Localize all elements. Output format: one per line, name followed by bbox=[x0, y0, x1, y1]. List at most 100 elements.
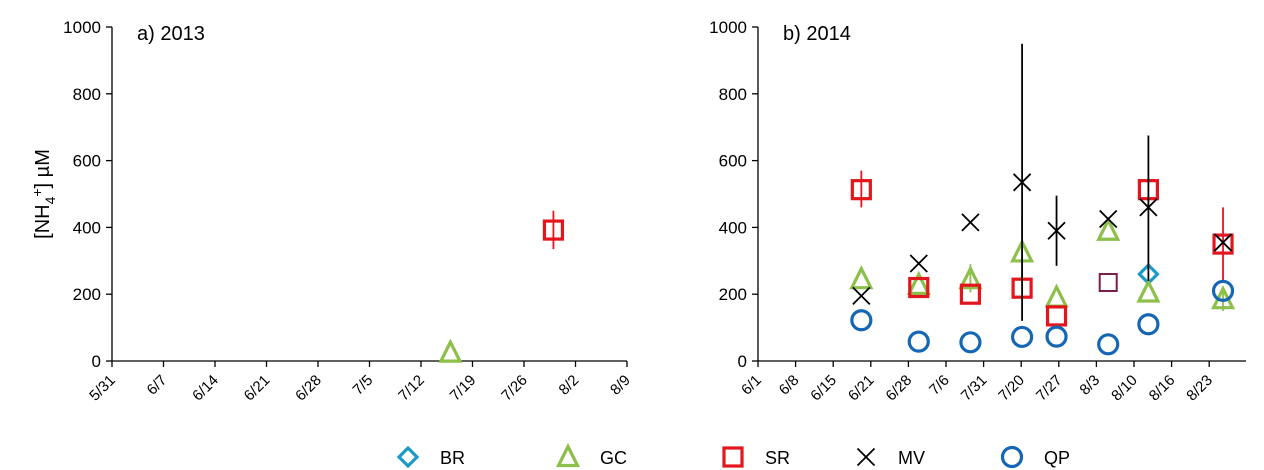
y-axis-label: [NH4+] µM bbox=[29, 149, 58, 239]
data-point bbox=[1137, 313, 1160, 336]
series-gc bbox=[438, 338, 463, 363]
x-tick-label: 8/23 bbox=[1183, 372, 1216, 405]
legend-label: BR bbox=[440, 448, 465, 468]
y-tick-label: 0 bbox=[92, 352, 101, 371]
legend-label: SR bbox=[765, 448, 790, 468]
data-point bbox=[1211, 279, 1235, 302]
data-point bbox=[542, 219, 565, 241]
data-point bbox=[1139, 198, 1158, 217]
data-point bbox=[907, 330, 930, 353]
x-tick-label: 6/1 bbox=[738, 372, 765, 399]
x-tick-label: 6/28 bbox=[883, 372, 916, 405]
y-axis-label-part: ] µM bbox=[32, 149, 54, 188]
data-point bbox=[1099, 209, 1118, 229]
data-point bbox=[849, 265, 874, 290]
data-point bbox=[850, 179, 872, 201]
x-tick-label: 8/3 bbox=[1076, 372, 1103, 399]
series-qp bbox=[850, 279, 1235, 356]
data-point bbox=[438, 338, 463, 363]
x-tick-label: 5/31 bbox=[86, 372, 119, 405]
legend-item-qp: QP bbox=[1000, 445, 1070, 469]
data-point-stroke-b bbox=[1213, 233, 1233, 252]
x-tick-label: 7/20 bbox=[995, 372, 1028, 405]
data-point bbox=[1136, 278, 1161, 303]
x-tick-label: 8/9 bbox=[607, 372, 634, 399]
data-point bbox=[909, 254, 928, 273]
data-point bbox=[958, 265, 983, 290]
x-tick-label: 8/16 bbox=[1146, 372, 1179, 405]
data-point-stroke-b bbox=[1047, 221, 1066, 240]
x-tick-label: 6/21 bbox=[241, 372, 274, 405]
y-axis-label-part: + bbox=[29, 188, 45, 196]
y-tick-label: 1000 bbox=[709, 18, 747, 37]
data-point-stroke-b bbox=[852, 286, 871, 306]
x-tick-label: 6/7 bbox=[144, 372, 171, 399]
legend-item-mv: MV bbox=[856, 447, 925, 468]
x-tick-label: 6/21 bbox=[845, 372, 878, 405]
legend-label: GC bbox=[600, 448, 627, 468]
x-tick-label: 8/10 bbox=[1108, 372, 1141, 405]
legend-item-br: BR bbox=[396, 445, 465, 469]
data-point bbox=[1044, 283, 1069, 308]
series-unlabeled bbox=[1098, 273, 1118, 293]
x-tick-label: 6/28 bbox=[292, 372, 325, 405]
x-tick-label: 6/14 bbox=[189, 372, 222, 405]
data-point bbox=[1213, 233, 1233, 252]
legend-item-gc: GC bbox=[555, 442, 627, 468]
x-tick-label: 7/31 bbox=[958, 372, 991, 405]
panel-a: 0 200 400 600 800 1000 5/31 6/7 6/14 6/21 6/28 7/5 7… bbox=[63, 18, 634, 404]
data-point bbox=[1045, 325, 1068, 348]
legend-marker bbox=[722, 446, 744, 468]
x-tick-label: 7/27 bbox=[1033, 372, 1066, 405]
data-point bbox=[908, 276, 930, 299]
data-point bbox=[1212, 233, 1234, 255]
data-point bbox=[959, 283, 982, 305]
data-point-stroke-b bbox=[1012, 173, 1032, 192]
y-tick-label: 800 bbox=[719, 85, 747, 104]
x-tick-label: 7/19 bbox=[447, 372, 480, 405]
data-point bbox=[961, 213, 980, 232]
y-tick-label: 800 bbox=[73, 85, 101, 104]
series-sr bbox=[850, 170, 1234, 327]
y-tick-label: 0 bbox=[738, 352, 747, 371]
data-point-stroke-b bbox=[961, 213, 980, 232]
panel-title: b) 2014 bbox=[783, 23, 851, 45]
data-point bbox=[1098, 273, 1118, 293]
y-tick-label: 200 bbox=[719, 285, 747, 304]
data-point bbox=[1097, 333, 1120, 356]
data-point bbox=[1045, 305, 1068, 327]
y-axis-label-part: 4 bbox=[42, 196, 58, 204]
legend-label: MV bbox=[898, 448, 925, 468]
data-point bbox=[852, 286, 871, 306]
y-tick-label: 200 bbox=[73, 285, 101, 304]
data-point bbox=[1010, 325, 1034, 349]
panel-title: a) 2013 bbox=[137, 23, 205, 45]
y-axis-label-part: [NH bbox=[32, 204, 54, 238]
legend-item-sr: SR bbox=[722, 446, 790, 468]
series-sr bbox=[542, 210, 565, 250]
legend-marker bbox=[396, 445, 420, 469]
x-tick-label: 8/2 bbox=[556, 372, 583, 399]
y-tick-label: 600 bbox=[73, 152, 101, 171]
x-tick-label: 7/5 bbox=[350, 372, 377, 399]
series-mv bbox=[852, 43, 1233, 321]
data-point-stroke-b bbox=[1139, 198, 1158, 217]
data-point-stroke-b bbox=[909, 254, 928, 273]
data-point bbox=[906, 270, 931, 295]
data-point bbox=[959, 331, 982, 354]
legend-label: QP bbox=[1044, 448, 1070, 468]
data-point bbox=[1047, 221, 1066, 240]
y-tick-label: 600 bbox=[719, 152, 747, 171]
x-tick-label: 7/12 bbox=[395, 372, 428, 405]
legend: BR GC SR MV QP bbox=[396, 442, 1070, 469]
x-tick-label: 7/26 bbox=[498, 372, 531, 405]
legend-marker bbox=[856, 447, 876, 467]
y-tick-label: 1000 bbox=[63, 18, 101, 37]
data-point bbox=[1096, 216, 1121, 241]
y-tick-label: 400 bbox=[719, 218, 747, 237]
data-point bbox=[850, 309, 873, 332]
y-tick-label: 400 bbox=[73, 218, 101, 237]
